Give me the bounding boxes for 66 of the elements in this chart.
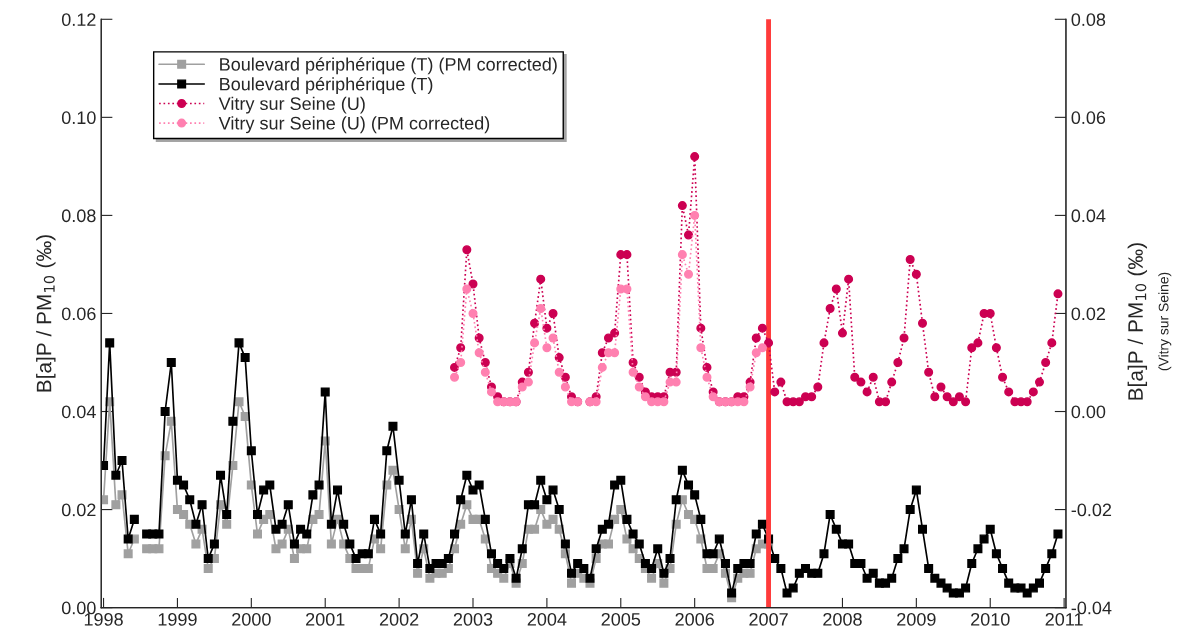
y-tick-label: 0.02 xyxy=(61,503,96,517)
point xyxy=(739,397,749,407)
point xyxy=(702,372,712,382)
point xyxy=(610,348,620,358)
point xyxy=(634,382,644,392)
y2-tick-label: 0.06 xyxy=(1071,111,1106,125)
y2-tick-label: -0.02 xyxy=(1071,503,1112,517)
point xyxy=(757,343,767,353)
x-tick-label: 2008 xyxy=(823,612,862,626)
y-tick-label: 0.12 xyxy=(61,13,96,27)
point xyxy=(751,348,761,358)
y2-axis-title: B[a]P / PM$_{10}$ (‰) (Vitry sur Seine) xyxy=(1127,243,1172,400)
x-tick-label: 1999 xyxy=(158,612,197,626)
point xyxy=(474,348,484,358)
point xyxy=(628,367,638,377)
point xyxy=(696,343,706,353)
y2-tick-label: -0.04 xyxy=(1071,601,1112,615)
legend-label: Boulevard périphérique (T) xyxy=(220,77,433,95)
legend-label: Boulevard périphérique (T) (PM corrected) xyxy=(220,57,557,75)
x-tick-label: 2005 xyxy=(601,612,641,626)
point xyxy=(456,357,466,368)
x-tick-label: 2001 xyxy=(306,612,345,626)
y-tick-label: 0.04 xyxy=(61,405,96,419)
point xyxy=(523,377,533,387)
y-tick-label: 0.08 xyxy=(61,209,96,223)
y-tick-label: 0.06 xyxy=(61,307,96,321)
y-tick-label: 0.00 xyxy=(61,601,96,615)
x-tick-label: 2011 xyxy=(1045,612,1083,626)
point xyxy=(659,397,669,407)
point xyxy=(536,304,546,314)
x-tick-label: 2000 xyxy=(232,612,271,626)
y-tick-label: 0.10 xyxy=(61,111,96,125)
point xyxy=(560,382,570,392)
point xyxy=(745,382,755,392)
y-axis-title: B[a]P / PM$_{10}$ (‰) xyxy=(36,235,56,392)
legend-label: Vitry sur Seine (U) xyxy=(218,96,365,114)
point xyxy=(622,284,632,294)
x-tick-label: 2009 xyxy=(897,612,936,626)
y2-tick-label: 0.08 xyxy=(1071,13,1106,27)
point xyxy=(708,392,718,402)
x-tick-label: 2003 xyxy=(453,612,493,626)
point xyxy=(517,382,527,392)
x-tick-label: 2007 xyxy=(749,612,788,626)
x-tick-label: 2006 xyxy=(675,612,714,626)
point xyxy=(640,392,650,402)
y2-tick-label: 0.04 xyxy=(1071,209,1106,223)
x-tick-label: 2004 xyxy=(527,612,567,626)
point xyxy=(486,387,496,397)
x-tick-label: 2010 xyxy=(971,612,1010,626)
legend-label: Vitry sur Seine (U) (PM corrected) xyxy=(218,116,490,134)
point xyxy=(542,343,552,353)
point xyxy=(468,308,478,318)
point xyxy=(683,269,694,279)
point xyxy=(597,362,607,372)
point xyxy=(690,210,700,220)
point xyxy=(530,338,540,348)
x-tick-label: 2002 xyxy=(379,612,419,626)
point xyxy=(554,367,564,377)
x-tick-label: 1998 xyxy=(84,612,123,626)
y2-tick-label: 0.00 xyxy=(1071,405,1106,419)
point xyxy=(450,372,460,382)
point xyxy=(677,250,687,260)
point xyxy=(548,333,558,343)
point xyxy=(462,284,472,294)
point xyxy=(480,367,490,377)
y2-tick-label: 0.02 xyxy=(1071,307,1106,321)
